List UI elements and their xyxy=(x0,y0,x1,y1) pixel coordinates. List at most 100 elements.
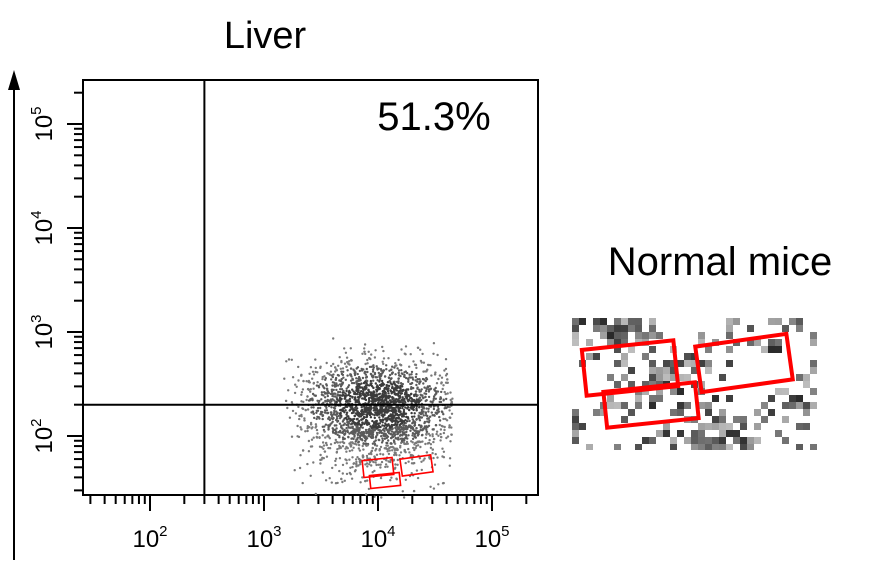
data-point xyxy=(390,377,393,380)
data-point xyxy=(429,415,432,418)
data-point xyxy=(395,412,399,416)
data-point xyxy=(321,377,324,381)
inset-pixel xyxy=(663,374,670,381)
data-point xyxy=(440,410,444,413)
data-point xyxy=(345,365,348,368)
data-point xyxy=(338,417,342,420)
data-point xyxy=(375,419,378,423)
data-point xyxy=(374,449,377,452)
data-point xyxy=(424,436,427,440)
inset-pixel xyxy=(635,318,642,325)
inset-zoom-image xyxy=(572,318,817,450)
data-point xyxy=(344,458,347,461)
data-point xyxy=(409,376,413,379)
data-point xyxy=(370,375,374,378)
data-point xyxy=(418,388,421,391)
data-point xyxy=(341,480,344,484)
data-point xyxy=(356,392,359,396)
data-point xyxy=(387,460,390,463)
data-point xyxy=(319,383,322,386)
data-point xyxy=(309,474,312,477)
data-point xyxy=(367,487,371,491)
data-point xyxy=(358,449,362,452)
data-point xyxy=(342,423,345,427)
data-point xyxy=(440,381,443,384)
data-point xyxy=(384,465,387,469)
data-point xyxy=(321,425,324,428)
data-point xyxy=(435,430,439,433)
data-point xyxy=(425,451,429,454)
data-point xyxy=(397,420,400,423)
data-point xyxy=(411,437,415,441)
data-point xyxy=(372,424,375,427)
data-point xyxy=(429,400,432,403)
data-point xyxy=(371,446,374,450)
data-point xyxy=(287,389,290,392)
data-point xyxy=(366,422,369,425)
data-point xyxy=(371,392,374,396)
data-point xyxy=(359,463,362,466)
data-point xyxy=(397,398,400,401)
data-point xyxy=(362,394,366,397)
inset-pixel xyxy=(796,402,803,409)
data-point xyxy=(405,415,408,419)
data-point xyxy=(374,428,377,431)
data-point xyxy=(335,412,339,416)
data-point xyxy=(410,392,413,396)
data-point xyxy=(403,393,407,396)
data-point xyxy=(388,418,391,421)
data-point xyxy=(442,450,446,453)
data-point xyxy=(364,463,367,466)
x-tick-label: 104 xyxy=(360,523,395,553)
data-point xyxy=(438,415,441,419)
data-point xyxy=(390,425,393,428)
inset-pixel xyxy=(810,402,817,409)
data-point xyxy=(324,391,327,395)
data-point xyxy=(330,388,333,392)
data-point xyxy=(335,382,338,385)
data-point xyxy=(386,389,390,393)
data-point xyxy=(348,426,351,429)
data-point xyxy=(416,476,420,480)
data-point xyxy=(355,465,358,468)
data-point xyxy=(407,417,410,420)
data-point xyxy=(413,415,416,418)
data-point xyxy=(409,424,412,427)
data-point xyxy=(407,460,410,463)
data-point xyxy=(312,461,315,464)
inset-pixel xyxy=(768,346,775,353)
inset-pixel xyxy=(670,409,677,416)
inset-pixel xyxy=(621,339,628,346)
data-point xyxy=(320,412,323,416)
data-point xyxy=(346,430,349,434)
data-point xyxy=(402,433,405,436)
data-point xyxy=(330,417,333,420)
data-point xyxy=(426,417,429,420)
data-point xyxy=(298,417,301,421)
data-point xyxy=(442,384,445,387)
data-point xyxy=(442,398,445,401)
data-point xyxy=(358,436,362,439)
data-point xyxy=(398,400,401,403)
data-point xyxy=(397,381,400,385)
data-point xyxy=(403,352,406,355)
data-point xyxy=(362,413,365,416)
data-point xyxy=(342,407,345,410)
data-point xyxy=(404,451,407,454)
data-point xyxy=(381,437,384,440)
data-point xyxy=(338,422,342,425)
data-point xyxy=(322,447,325,450)
data-point xyxy=(330,406,333,409)
data-point xyxy=(401,396,404,399)
data-point xyxy=(343,433,346,436)
data-point xyxy=(375,393,378,396)
inset-pixel xyxy=(586,353,593,360)
data-point xyxy=(349,473,352,476)
data-point xyxy=(385,444,388,447)
data-point xyxy=(451,397,454,400)
data-point xyxy=(387,452,391,456)
data-point xyxy=(307,399,311,402)
data-point xyxy=(403,375,406,379)
data-point xyxy=(360,406,363,409)
data-point xyxy=(350,381,354,385)
